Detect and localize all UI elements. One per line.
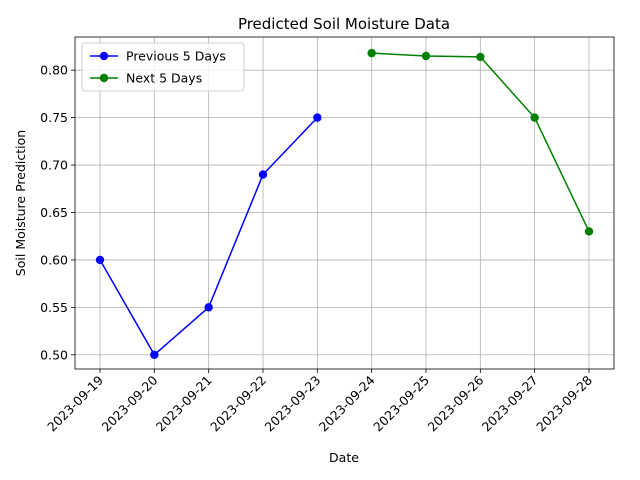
y-tick-label: 0.50: [40, 347, 68, 362]
x-tick-label: 2023-09-20: [98, 372, 160, 434]
data-point: [530, 113, 539, 122]
legend-label-previous: Previous 5 Days: [126, 49, 226, 64]
x-tick-label: 2023-09-22: [207, 373, 269, 435]
data-point: [584, 227, 594, 236]
chart-title: Predicted Soil Moisture Data: [238, 15, 450, 33]
x-tick-label: 2023-09-23: [261, 373, 323, 435]
data-point: [204, 303, 213, 312]
legend-box: [81, 42, 245, 92]
y-tick-label: 0.70: [40, 158, 68, 173]
y-tick-label: 0.65: [40, 205, 68, 220]
x-tick-label: 2023-09-27: [479, 373, 541, 435]
x-axis-label: Date: [329, 450, 359, 465]
x-tick-label: 2023-09-19: [44, 372, 106, 434]
y-tick-label: 0.60: [40, 252, 68, 267]
x-tick-label: 2023-09-26: [424, 372, 486, 434]
x-tick-label: 2023-09-25: [370, 373, 432, 435]
grid: [75, 37, 614, 369]
data-point: [258, 170, 268, 179]
legend: Previous 5 Days Next 5 Days: [81, 42, 245, 92]
y-tick-label: 0.55: [40, 300, 68, 315]
data-point: [476, 52, 485, 62]
y-tick-label: 0.75: [40, 110, 68, 125]
x-tick-label: 2023-09-28: [533, 372, 595, 434]
plot-area-frame: [74, 36, 615, 370]
data-point: [150, 350, 159, 359]
data-point: [313, 113, 322, 122]
x-tick-label: 2023-09-24: [316, 372, 378, 434]
data-point: [95, 255, 105, 265]
x-tick-label: 2023-09-21: [153, 373, 215, 435]
x-axis-ticks: 2023-09-192023-09-202023-09-212023-09-22…: [44, 369, 595, 434]
legend-marker-previous: [99, 51, 109, 61]
legend-marker-next: [99, 73, 109, 83]
y-tick-label: 0.80: [40, 63, 68, 78]
legend-label-next: Next 5 Days: [126, 71, 202, 86]
y-axis-ticks: 0.50 0.55 0.60 0.65 0.70 0.75 0.80: [40, 63, 75, 362]
data-point: [367, 48, 376, 58]
series-layer: [95, 48, 594, 359]
data-point: [421, 51, 431, 61]
y-axis-label: Soil Moisture Prediction: [13, 130, 28, 276]
